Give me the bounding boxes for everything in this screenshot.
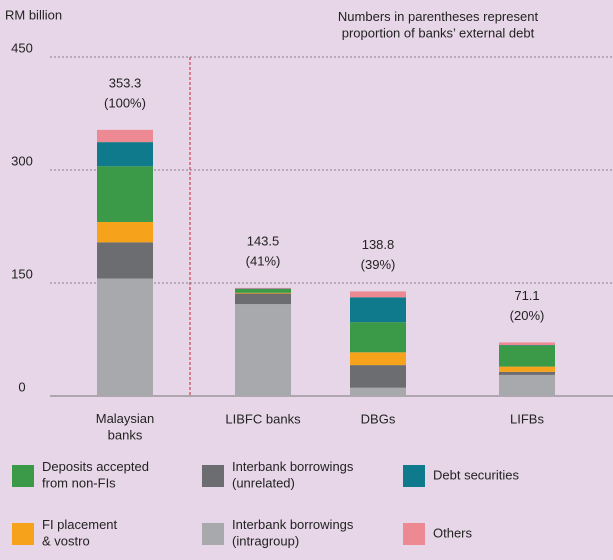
legend-label: FI placement & vostro xyxy=(42,517,118,548)
total-label: 138.8 xyxy=(362,237,395,252)
legend-swatch xyxy=(12,465,34,487)
y-axis-label: RM billion xyxy=(5,7,62,22)
total-label: 71.1 xyxy=(514,288,539,303)
x-tick-label: Malaysian banks xyxy=(96,411,155,442)
bar-segment xyxy=(235,289,291,293)
y-tick-label: 300 xyxy=(11,153,33,168)
legend-swatch xyxy=(403,523,425,545)
bar-segment xyxy=(499,371,555,375)
bar-segment xyxy=(350,322,406,353)
legend-swatch xyxy=(202,523,224,545)
bar-segment xyxy=(350,365,406,388)
share-label: (100%) xyxy=(104,95,146,110)
bar-segment xyxy=(235,287,291,289)
share-label: (41%) xyxy=(246,253,281,268)
legend-label: Deposits accepted from non-FIs xyxy=(42,459,149,490)
legend-label: Debt securities xyxy=(433,467,519,482)
share-label: (39%) xyxy=(361,257,396,272)
bar-segment xyxy=(499,345,555,367)
y-tick-label: 150 xyxy=(11,266,33,281)
bar-segment xyxy=(499,342,555,346)
bar-segment xyxy=(499,374,555,396)
bar-segment xyxy=(350,387,406,396)
legend-swatch xyxy=(202,465,224,487)
legend-label: Others xyxy=(433,525,473,540)
legend-swatch xyxy=(403,465,425,487)
bar-segment xyxy=(350,352,406,366)
bar-segment xyxy=(235,293,291,305)
x-tick-label: LIBFC banks xyxy=(225,411,301,426)
annotation: Numbers in parentheses represent proporti… xyxy=(338,9,539,40)
y-tick-label: 0 xyxy=(18,379,25,394)
bar-segment xyxy=(97,166,153,222)
legend-label: Interbank borrowings (unrelated) xyxy=(232,459,354,490)
x-tick-label: LIFBs xyxy=(510,411,544,426)
bar-segment xyxy=(97,142,153,167)
bar-segment xyxy=(97,129,153,143)
y-tick-label: 450 xyxy=(11,40,33,55)
share-label: (20%) xyxy=(510,308,545,323)
x-tick-label: DBGs xyxy=(361,411,396,426)
bar-segment xyxy=(499,366,555,372)
bar-segment xyxy=(235,304,291,396)
bar-segment xyxy=(97,242,153,279)
bar-segment xyxy=(235,292,291,294)
bar-segment xyxy=(350,291,406,298)
legend-swatch xyxy=(12,523,34,545)
bar-segment xyxy=(97,221,153,243)
bar-segment xyxy=(350,297,406,323)
legend-label: Interbank borrowings (intragroup) xyxy=(232,517,354,548)
total-label: 353.3 xyxy=(109,75,142,90)
total-label: 143.5 xyxy=(247,233,280,248)
bar-segment xyxy=(97,278,153,396)
